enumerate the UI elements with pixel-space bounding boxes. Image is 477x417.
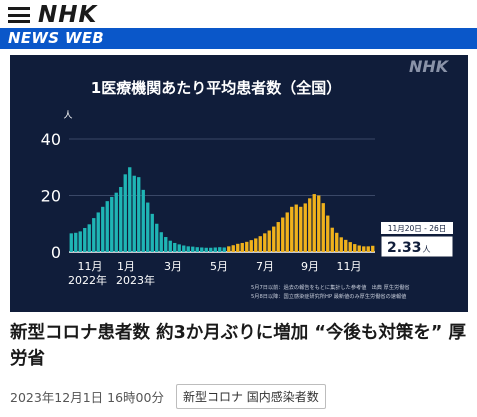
- callout-period: 11月20日 - 26日: [388, 224, 447, 233]
- series-0-bar: [209, 247, 213, 252]
- series-0-bar: [114, 192, 118, 252]
- series-1-bar: [303, 203, 307, 252]
- year-label: 2022年: [68, 273, 107, 287]
- series-1-bar: [299, 206, 303, 252]
- series-1-bar: [258, 236, 262, 252]
- series-1-bar: [326, 215, 330, 252]
- series-1-bar: [308, 198, 312, 252]
- series-1-bar: [281, 217, 285, 252]
- top-bar: NHK: [0, 0, 477, 28]
- series-1-bar: [357, 245, 361, 252]
- series-1-bar: [294, 204, 298, 252]
- series-0-bar: [105, 201, 109, 252]
- series-1-bar: [362, 246, 366, 252]
- series-0-bar: [186, 246, 190, 252]
- year-label: 2023年: [116, 273, 155, 287]
- series-1-bar: [371, 245, 375, 252]
- callout-value: 2.33人: [387, 240, 431, 256]
- menu-icon[interactable]: [8, 7, 30, 23]
- y-axis-unit: 人: [63, 110, 72, 121]
- series-0-bar: [83, 227, 87, 252]
- series-1-bar: [254, 238, 258, 252]
- series-1-bar: [245, 241, 249, 252]
- series-1-bar: [317, 195, 321, 252]
- series-1-bar: [227, 246, 231, 252]
- x-tick-label: 1月: [117, 260, 135, 273]
- series-0-bar: [92, 218, 96, 252]
- series-1-bar: [339, 237, 343, 252]
- series-1-bar: [330, 227, 334, 252]
- series-1-bar: [348, 242, 352, 252]
- chart-nhk-logo: NHK: [409, 57, 450, 76]
- series-1-bar: [366, 246, 370, 252]
- series-1-bar: [353, 244, 357, 252]
- series-0-bar: [218, 247, 222, 252]
- nhk-logo[interactable]: NHK: [38, 2, 98, 28]
- series-0-bar: [110, 196, 114, 252]
- series-1-bar: [263, 233, 267, 252]
- series-0-bar: [69, 233, 73, 252]
- series-0-bar: [177, 244, 181, 252]
- series-0-bar: [101, 206, 105, 252]
- series-1-bar: [321, 203, 325, 252]
- series-0-bar: [155, 223, 159, 252]
- series-1-bar: [240, 242, 244, 252]
- y-tick-label: 40: [41, 130, 61, 149]
- series-1-bar: [231, 245, 235, 252]
- series-0-bar: [87, 224, 91, 252]
- chart-image: 1医療機関あたり平均患者数（全国） NHK 人 0 20 40 11月 1月 3月 5月 7…: [10, 55, 468, 312]
- series-1-bar: [285, 212, 289, 252]
- article-headline[interactable]: 新型コロナ患者数 約3か月ぶりに増加 “今後も対策を” 厚労省: [10, 323, 466, 369]
- series-0-bar: [146, 202, 150, 252]
- series-0-bar: [195, 247, 199, 252]
- series-0-bar: [96, 212, 100, 252]
- series-0-bar: [119, 187, 123, 252]
- series-1-bar: [344, 239, 348, 252]
- topic-tag[interactable]: 新型コロナ 国内感染者数: [175, 383, 326, 409]
- y-tick-label: 20: [41, 187, 61, 206]
- series-0-bar: [168, 240, 172, 252]
- series-0-bar: [191, 246, 195, 252]
- series-0-bar: [204, 247, 208, 252]
- series-1-bar: [290, 206, 294, 252]
- series-0-bar: [137, 177, 141, 252]
- article-date: 2023年12月1日 16時00分: [10, 389, 164, 405]
- series-0-bar: [128, 167, 132, 252]
- news-web-banner[interactable]: NEWS WEB: [0, 28, 477, 49]
- x-tick-label: 11月: [337, 260, 362, 273]
- series-0-bar: [164, 237, 168, 252]
- series-1-bar: [312, 194, 316, 252]
- series-0-bar: [213, 247, 217, 252]
- source-note-2: 5月8日以降：国立感染症研究所HP 最新値のみ厚生労働省の速報値: [251, 292, 406, 300]
- series-0-bar: [173, 242, 177, 252]
- x-tick-label: 3月: [164, 260, 182, 273]
- x-tick-label: 5月: [210, 260, 228, 273]
- series-0-bar: [150, 213, 154, 252]
- series-1-bar: [276, 222, 280, 252]
- source-note-1: 5月7日以前：過去の報告をもとに集計した参考値 出典 厚生労働省: [251, 283, 410, 291]
- series-1-bar: [249, 240, 253, 252]
- series-0-bar: [132, 175, 136, 252]
- series-0-bar: [74, 232, 78, 252]
- series-0-bar: [78, 231, 82, 252]
- x-tick-label: 11月: [78, 260, 103, 273]
- series-0-bar: [159, 232, 163, 252]
- x-tick-label: 9月: [301, 260, 319, 273]
- y-tick-label: 0: [51, 243, 61, 262]
- x-tick-label: 7月: [256, 260, 274, 273]
- series-1-bar: [335, 232, 339, 252]
- series-0-bar: [123, 174, 127, 252]
- series-0-bar: [200, 247, 204, 252]
- series-1-bar: [272, 226, 276, 252]
- series-0-bar: [182, 245, 186, 252]
- latest-value-callout: 11月20日 - 26日 2.33人: [380, 222, 454, 258]
- series-1-bar: [267, 230, 271, 252]
- series-0-bar: [141, 189, 145, 252]
- series-0-bar: [222, 247, 226, 252]
- article-meta: 2023年12月1日 16時00分 新型コロナ 国内感染者数: [10, 383, 326, 409]
- series-1-bar: [236, 243, 240, 252]
- chart-title: 1医療機関あたり平均患者数（全国）: [91, 79, 341, 97]
